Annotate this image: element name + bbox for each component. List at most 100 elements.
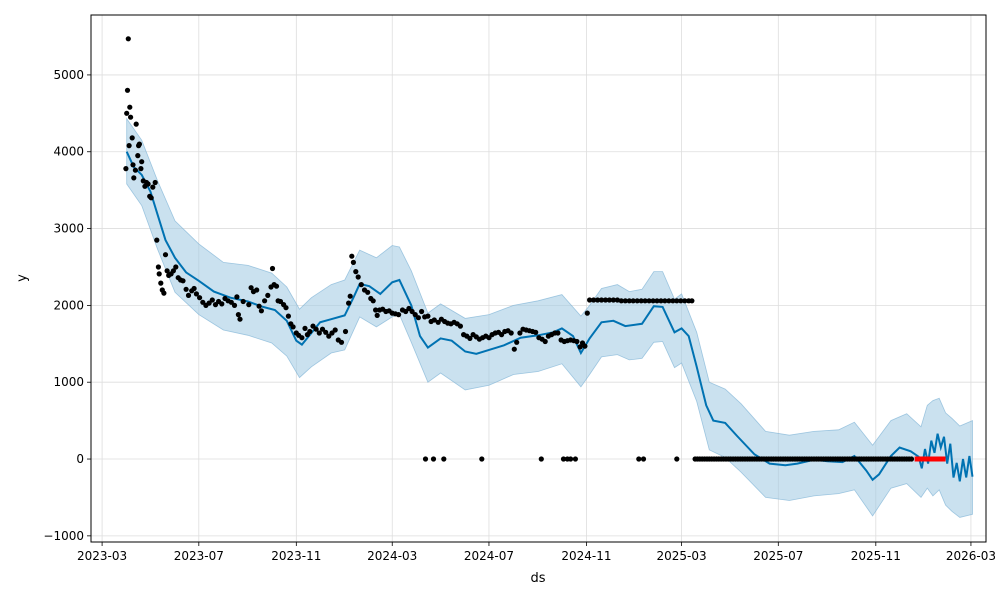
observed-point bbox=[161, 290, 167, 296]
observed-point bbox=[670, 298, 676, 304]
observed-point bbox=[508, 330, 514, 336]
observed-point bbox=[248, 285, 254, 291]
uncertainty-interval-band bbox=[126, 117, 973, 518]
observed-point bbox=[228, 299, 234, 305]
observed-point bbox=[302, 325, 308, 331]
observed-point bbox=[145, 181, 151, 187]
observed-point bbox=[542, 338, 548, 345]
observed-point bbox=[430, 456, 437, 462]
observed-point bbox=[155, 264, 161, 270]
observed-point bbox=[431, 317, 437, 323]
observed-point bbox=[323, 329, 329, 335]
x-tick-label: 2023-11 bbox=[271, 549, 321, 563]
x-tick-label: 2024-03 bbox=[367, 549, 417, 563]
observed-point bbox=[193, 291, 199, 297]
observed-point bbox=[584, 310, 590, 316]
observed-point bbox=[197, 295, 203, 301]
observed-point bbox=[435, 319, 441, 325]
observed-point bbox=[338, 339, 345, 345]
observed-point bbox=[350, 259, 356, 265]
observed-point bbox=[582, 343, 588, 349]
observed-point bbox=[170, 268, 176, 274]
observed-point bbox=[355, 274, 361, 280]
observed-point bbox=[124, 87, 131, 93]
observed-point bbox=[908, 456, 915, 462]
observed-point bbox=[674, 456, 680, 462]
observed-point bbox=[654, 298, 660, 304]
observed-point bbox=[173, 264, 179, 270]
observed-point bbox=[634, 298, 640, 304]
observed-point bbox=[131, 175, 137, 181]
observed-point bbox=[262, 298, 268, 304]
observed-point bbox=[332, 327, 338, 333]
observed-point bbox=[373, 307, 379, 313]
observed-point bbox=[422, 456, 429, 462]
observed-point bbox=[630, 298, 636, 304]
observed-point bbox=[135, 153, 141, 159]
observed-point bbox=[533, 329, 539, 335]
observed-point bbox=[126, 143, 132, 149]
forecast-line bbox=[125, 151, 974, 482]
observed-point bbox=[185, 292, 192, 298]
observed-point bbox=[152, 179, 158, 186]
y-tick-label: 5000 bbox=[53, 68, 84, 82]
observed-point bbox=[240, 298, 246, 305]
plot-frame bbox=[90, 14, 987, 543]
x-tick-label: 2024-11 bbox=[561, 549, 611, 563]
observed-point bbox=[622, 298, 628, 304]
observed-point bbox=[183, 286, 189, 292]
observed-point bbox=[642, 298, 648, 304]
observed-point bbox=[555, 330, 561, 336]
x-tick-label: 2024-07 bbox=[464, 549, 514, 563]
observed-point bbox=[606, 297, 613, 303]
observed-point bbox=[136, 141, 142, 147]
observed-point bbox=[602, 297, 609, 303]
observed-point bbox=[538, 456, 544, 462]
observed-point bbox=[346, 300, 352, 306]
observed-point bbox=[610, 297, 617, 303]
observed-point bbox=[598, 297, 605, 303]
observed-point bbox=[162, 252, 169, 258]
observed-point bbox=[258, 308, 264, 314]
observed-points bbox=[123, 36, 915, 462]
x-tick-label: 2023-07 bbox=[174, 549, 224, 563]
observed-point bbox=[285, 313, 291, 319]
observed-point bbox=[191, 285, 197, 292]
observed-point bbox=[150, 184, 156, 190]
x-tick-label: 2025-07 bbox=[753, 549, 803, 563]
x-tick-label: 2023-03 bbox=[77, 549, 127, 563]
observed-point bbox=[441, 456, 447, 462]
x-tick-label: 2025-11 bbox=[851, 549, 901, 563]
observed-point bbox=[626, 298, 632, 304]
observed-point bbox=[237, 316, 243, 322]
observed-point bbox=[514, 339, 520, 345]
observed-point bbox=[419, 308, 425, 315]
observed-point bbox=[265, 292, 271, 298]
observed-point bbox=[273, 283, 280, 289]
observed-point bbox=[180, 278, 186, 284]
observed-point bbox=[269, 265, 276, 272]
observed-point bbox=[127, 104, 133, 110]
observed-point bbox=[349, 253, 355, 259]
observed-point bbox=[568, 456, 574, 462]
observed-point bbox=[132, 167, 138, 173]
observed-point bbox=[124, 110, 130, 116]
x-tick-label: 2026-03 bbox=[946, 549, 996, 563]
observed-point bbox=[365, 289, 371, 295]
observed-point bbox=[674, 298, 680, 304]
observed-point bbox=[231, 302, 238, 308]
observed-point bbox=[156, 271, 162, 277]
observed-point bbox=[128, 114, 134, 120]
observed-point bbox=[587, 297, 593, 303]
observed-point bbox=[158, 280, 164, 286]
observed-point bbox=[125, 36, 131, 42]
x-tick-label: 2025-03 bbox=[657, 549, 707, 563]
observed-point bbox=[662, 298, 668, 304]
observed-point bbox=[353, 269, 359, 275]
observed-point bbox=[316, 330, 322, 336]
observed-point bbox=[572, 456, 579, 462]
y-tick-label: 3000 bbox=[53, 222, 84, 236]
observed-point bbox=[129, 135, 135, 141]
observed-point bbox=[283, 305, 289, 311]
